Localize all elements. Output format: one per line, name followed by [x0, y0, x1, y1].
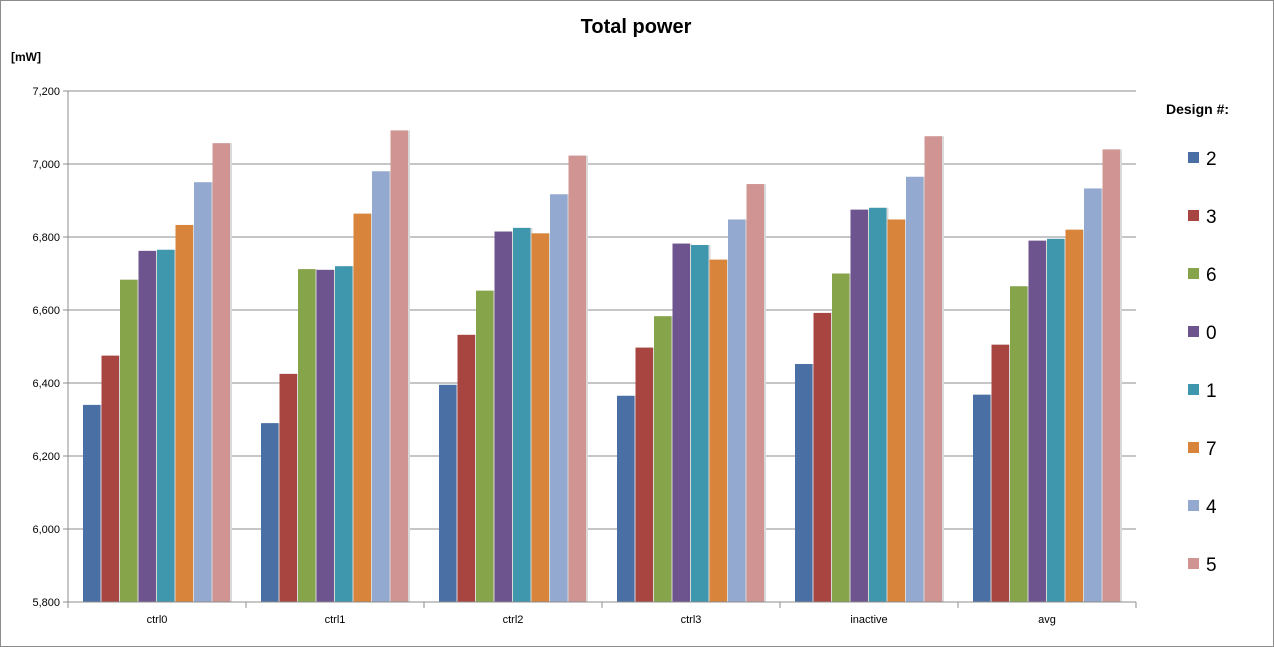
bar: [175, 224, 193, 602]
bar: [728, 219, 746, 603]
legend-swatch: [1188, 558, 1199, 569]
y-tick-label: 5,800: [32, 597, 60, 609]
legend-label: 1: [1206, 381, 1217, 402]
y-tick-label: 6,600: [32, 305, 60, 317]
bar: [550, 194, 568, 603]
bar: [335, 266, 353, 602]
bar: [101, 355, 119, 602]
bar: [298, 269, 316, 602]
legend-swatch: [1188, 384, 1199, 395]
y-tick-label: 6,000: [32, 524, 60, 536]
bar: [390, 130, 408, 603]
legend-title: Design #:: [1166, 101, 1229, 117]
bar: [279, 373, 297, 602]
bar: [83, 404, 101, 602]
bar: [906, 176, 924, 602]
legend-label: 6: [1206, 265, 1217, 286]
bar: [194, 182, 212, 602]
bar: [654, 316, 672, 602]
y-tick-label: 6,400: [32, 378, 60, 390]
bar: [513, 227, 531, 602]
x-tick-label: ctrl3: [681, 614, 702, 626]
x-tick-label: ctrl1: [325, 614, 346, 626]
bar: [120, 279, 138, 602]
bar: [1028, 240, 1046, 602]
bar: [869, 207, 887, 603]
legend-swatch: [1188, 152, 1199, 163]
bar: [261, 423, 279, 602]
bar: [1065, 229, 1083, 602]
x-tick-label: inactive: [850, 614, 887, 626]
bar: [1102, 149, 1120, 602]
legend: Design #: 2 3 6 0 1 7 4 5: [1166, 101, 1229, 576]
bar: [924, 136, 942, 602]
bar: [832, 273, 850, 602]
bar: [157, 249, 175, 602]
bar: [353, 213, 371, 602]
legend-label: 3: [1206, 207, 1217, 228]
x-tick-labels: ctrl0 ctrl1 ctrl2 ctrl3 inactive avg: [147, 614, 1056, 626]
y-tick-label: 6,800: [32, 232, 60, 244]
bar: [476, 290, 494, 602]
y-tick-label: 7,200: [32, 86, 60, 98]
axes: [67, 91, 1137, 608]
bar: [795, 364, 813, 602]
y-tick-labels: 5,800 6,000 6,200 6,400 6,600 6,800 7,000 7,200: [32, 86, 60, 609]
bar: [635, 347, 653, 602]
legend-swatch: [1188, 500, 1199, 511]
bar: [212, 143, 230, 602]
bar: [672, 243, 690, 602]
legend-label: 4: [1206, 497, 1217, 518]
bar: [531, 233, 549, 602]
chart-title: Total power: [581, 16, 692, 38]
bar: [316, 269, 334, 602]
bar: [439, 384, 457, 602]
y-axis-unit: [mW]: [11, 50, 41, 64]
bar: [568, 155, 586, 603]
bar: [457, 334, 475, 602]
bar: [973, 394, 991, 602]
bar: [372, 171, 390, 603]
bar: [494, 231, 512, 602]
legend-label: 0: [1206, 323, 1217, 344]
bar: [813, 312, 831, 602]
legend-swatch: [1188, 326, 1199, 337]
bar: [850, 209, 868, 602]
bar: [1084, 188, 1102, 602]
legend-label: 7: [1206, 439, 1217, 460]
x-tick-label: avg: [1038, 614, 1056, 626]
x-tick-label: ctrl2: [503, 614, 524, 626]
bar: [617, 395, 635, 602]
legend-swatch: [1188, 442, 1199, 453]
bars: [83, 130, 1122, 603]
bar: [1010, 286, 1028, 602]
legend-swatch: [1188, 268, 1199, 279]
legend-label: 5: [1206, 555, 1217, 576]
bar: [887, 219, 905, 603]
bar: [1047, 238, 1065, 602]
bar: [746, 184, 764, 602]
bar: [991, 344, 1009, 602]
y-tick-label: 7,000: [32, 159, 60, 171]
legend-label: 2: [1206, 149, 1217, 170]
gridlines: [63, 90, 1136, 603]
bar: [691, 245, 709, 602]
x-tick-label: ctrl0: [147, 614, 168, 626]
bar: [709, 259, 727, 602]
legend-swatch: [1188, 210, 1199, 221]
bar: [138, 250, 156, 602]
y-tick-label: 6,200: [32, 451, 60, 463]
